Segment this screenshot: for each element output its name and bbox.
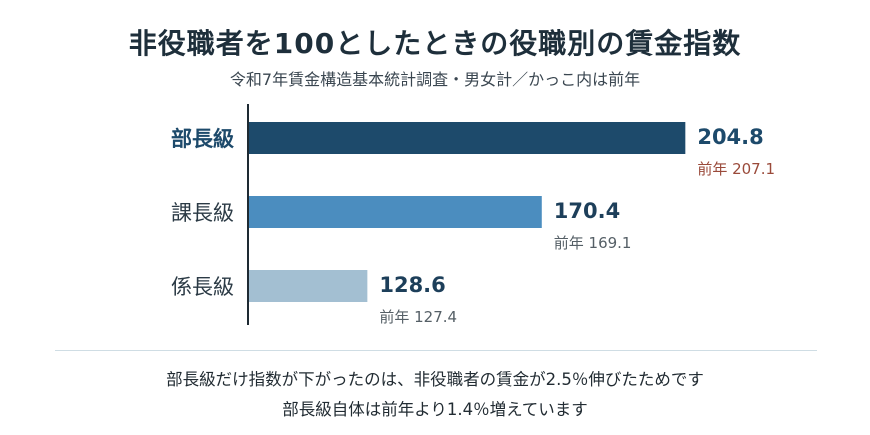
bar-2 — [248, 270, 368, 302]
chart-title: 非役職者を100としたときの役職別の賃金指数 — [128, 27, 742, 60]
category-label-0: 部長級 — [171, 127, 234, 151]
divider — [55, 350, 817, 351]
previous-year-label-0: 前年 207.1 — [697, 160, 775, 178]
bar-chart: 部長級 204.8 前年 207.1 課長級 170.4 前年 169.1 係長級 128.6… — [171, 104, 775, 326]
chart-subtitle: 令和7年賃金構造基本統計調査・男女計／かっこ内は前年 — [229, 70, 641, 89]
bar-1 — [248, 196, 542, 228]
footnote-line-1: 部長級だけ指数が下がったのは、非役職者の賃金が2.5％伸びたためです — [166, 370, 704, 389]
value-label-0: 204.8 — [697, 125, 763, 149]
category-label-2: 係長級 — [171, 275, 234, 299]
previous-year-label-2: 前年 127.4 — [379, 308, 457, 326]
footnote-line-2: 部長級自体は前年より1.4％増えています — [282, 400, 588, 419]
value-label-1: 170.4 — [554, 199, 620, 223]
bar-0 — [248, 122, 686, 154]
previous-year-label-1: 前年 169.1 — [554, 234, 632, 252]
value-label-2: 128.6 — [379, 273, 445, 297]
category-label-1: 課長級 — [171, 201, 234, 225]
